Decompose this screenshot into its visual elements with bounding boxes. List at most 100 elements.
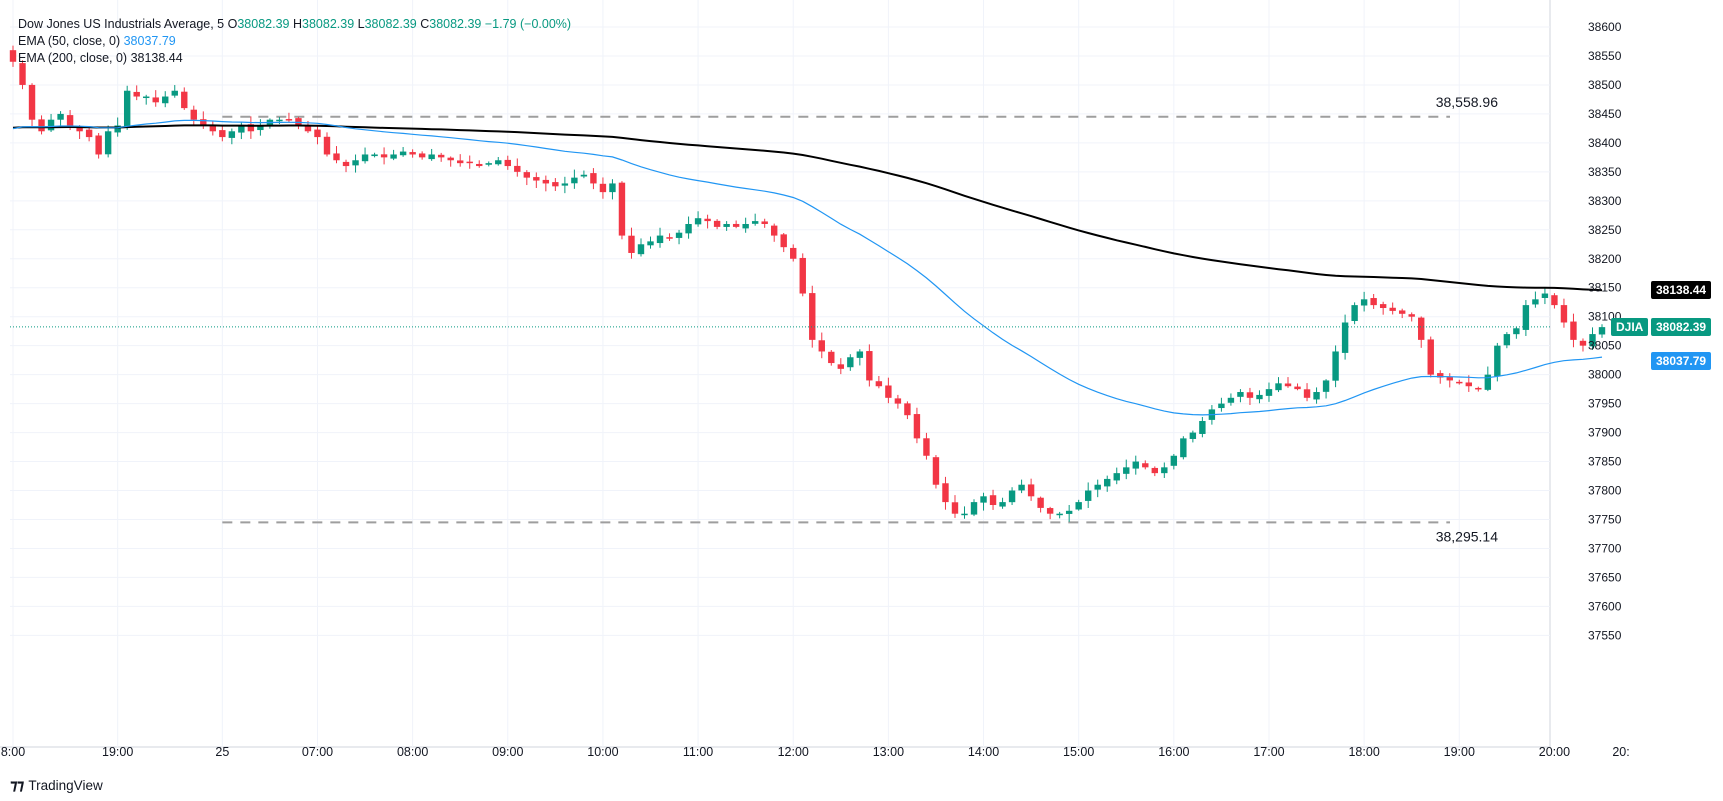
candle-body (504, 159, 511, 167)
candle-body (457, 160, 464, 164)
time-tick-label: 12:00 (778, 745, 809, 759)
candle-body (1427, 339, 1434, 375)
candle-body (1027, 484, 1035, 497)
candle-body (942, 483, 949, 503)
time-tick-label: 14:00 (968, 745, 999, 759)
candle-body (57, 113, 64, 120)
legend-ema50-row[interactable]: EMA (50, close, 0) 38037.79 (18, 33, 571, 50)
candle-body (751, 221, 759, 224)
candle-body (732, 223, 740, 227)
ema50-line (12, 119, 1603, 416)
candle-body (123, 90, 131, 127)
candle-body (76, 126, 83, 132)
candle-body (1161, 467, 1168, 474)
level-label: 38,558.96 (1436, 94, 1498, 110)
tradingview-brand[interactable]: ⁊⁊ TradingView (10, 776, 103, 794)
candle-body (1598, 327, 1606, 335)
candle-body (380, 154, 388, 158)
candle-body (599, 183, 607, 193)
price-tick-label: 37750 (1588, 512, 1622, 526)
candle-body (1294, 386, 1301, 390)
candle-body (257, 125, 264, 131)
candle-body (552, 182, 559, 187)
candle-body (704, 218, 711, 222)
time-tick-label: 11:00 (683, 745, 713, 759)
candle-body (1142, 463, 1149, 468)
candle-body (409, 152, 416, 155)
candle-body (856, 351, 864, 358)
candle-body (1113, 473, 1120, 481)
candle-body (1151, 467, 1158, 474)
candle-body (1560, 305, 1568, 323)
legend-ema200-row[interactable]: EMA (200, close, 0) 38138.44 (18, 50, 571, 67)
close-value: 38082.39 (429, 17, 482, 31)
price-axis[interactable]: 37550 37600 37650 37700 37750 37800 37850 37900… (1588, 20, 1622, 642)
candle-body (485, 163, 492, 165)
candle-body (1199, 420, 1206, 434)
candle-body (1437, 373, 1444, 378)
candle-body (780, 234, 787, 248)
ema50-price-tag: 38037.79 (1651, 352, 1712, 371)
candle-body (1522, 305, 1530, 330)
price-tick-label: 38300 (1588, 194, 1622, 208)
low-value: 38082.39 (364, 17, 417, 31)
price-tick-label: 38550 (1588, 49, 1622, 63)
candle-body (1132, 461, 1139, 469)
candle-body (390, 154, 397, 159)
candle-body (675, 232, 683, 238)
candle-body (637, 244, 645, 255)
candle-body (447, 157, 454, 161)
last-price-tag: 38082.39 (1651, 317, 1712, 336)
candle-body (847, 357, 854, 368)
candle-body (1180, 438, 1187, 458)
price-tick-label: 37800 (1588, 484, 1622, 498)
candle-body (561, 183, 569, 186)
candle-body (19, 63, 26, 85)
chart-legend: Dow Jones US Industrials Average, 5 O380… (18, 16, 571, 67)
candle-body (866, 351, 873, 381)
candle-body (837, 364, 845, 369)
candle-body (333, 153, 340, 161)
candle-body (1541, 293, 1549, 298)
price-tick-label: 37700 (1588, 541, 1622, 555)
time-tick-label: 20:00 (1539, 745, 1570, 759)
candle-body (1104, 478, 1111, 487)
candle-body (1398, 310, 1406, 314)
candle-body (1341, 322, 1349, 353)
candle-body (932, 457, 940, 485)
candle-body (1570, 321, 1577, 340)
candle-body (818, 340, 825, 352)
time-tick-label: 09:00 (492, 745, 523, 759)
time-tick-label: 8:00 (1, 745, 25, 759)
candle-body (200, 119, 207, 126)
candle-body (152, 97, 159, 103)
candle-body (1284, 383, 1292, 387)
candle-body (371, 154, 378, 157)
candle-body (1475, 387, 1482, 390)
open-label: O (227, 17, 238, 31)
candle-body (1170, 455, 1178, 466)
candle-body (437, 154, 445, 158)
time-tick-label: 17:00 (1253, 745, 1284, 759)
candle-body (181, 91, 188, 109)
candle-body (399, 151, 407, 156)
time-tick-label: 19:00 (102, 745, 133, 759)
candle-body (1056, 513, 1063, 516)
price-tick-label: 37850 (1588, 455, 1622, 469)
candle-body (314, 129, 321, 138)
candle-body (1503, 334, 1511, 346)
ema50-value: 38037.79 (123, 34, 176, 48)
price-tick-label: 38450 (1588, 107, 1622, 121)
price-tick-label: 38250 (1588, 223, 1622, 237)
time-axis[interactable]: 8:00 19:00 25 07:00 08:00 09:00 10:00 11:00 12:0… (1, 745, 1630, 759)
candle-body (209, 125, 217, 132)
tradingview-logo-icon: ⁊⁊ (10, 777, 24, 794)
candle-body (771, 225, 778, 236)
candle-body (951, 502, 959, 514)
candle-body (828, 351, 835, 364)
candle-body (418, 153, 426, 158)
candle-body (85, 129, 93, 138)
candle-body (1551, 295, 1558, 306)
candle-body (799, 257, 806, 294)
